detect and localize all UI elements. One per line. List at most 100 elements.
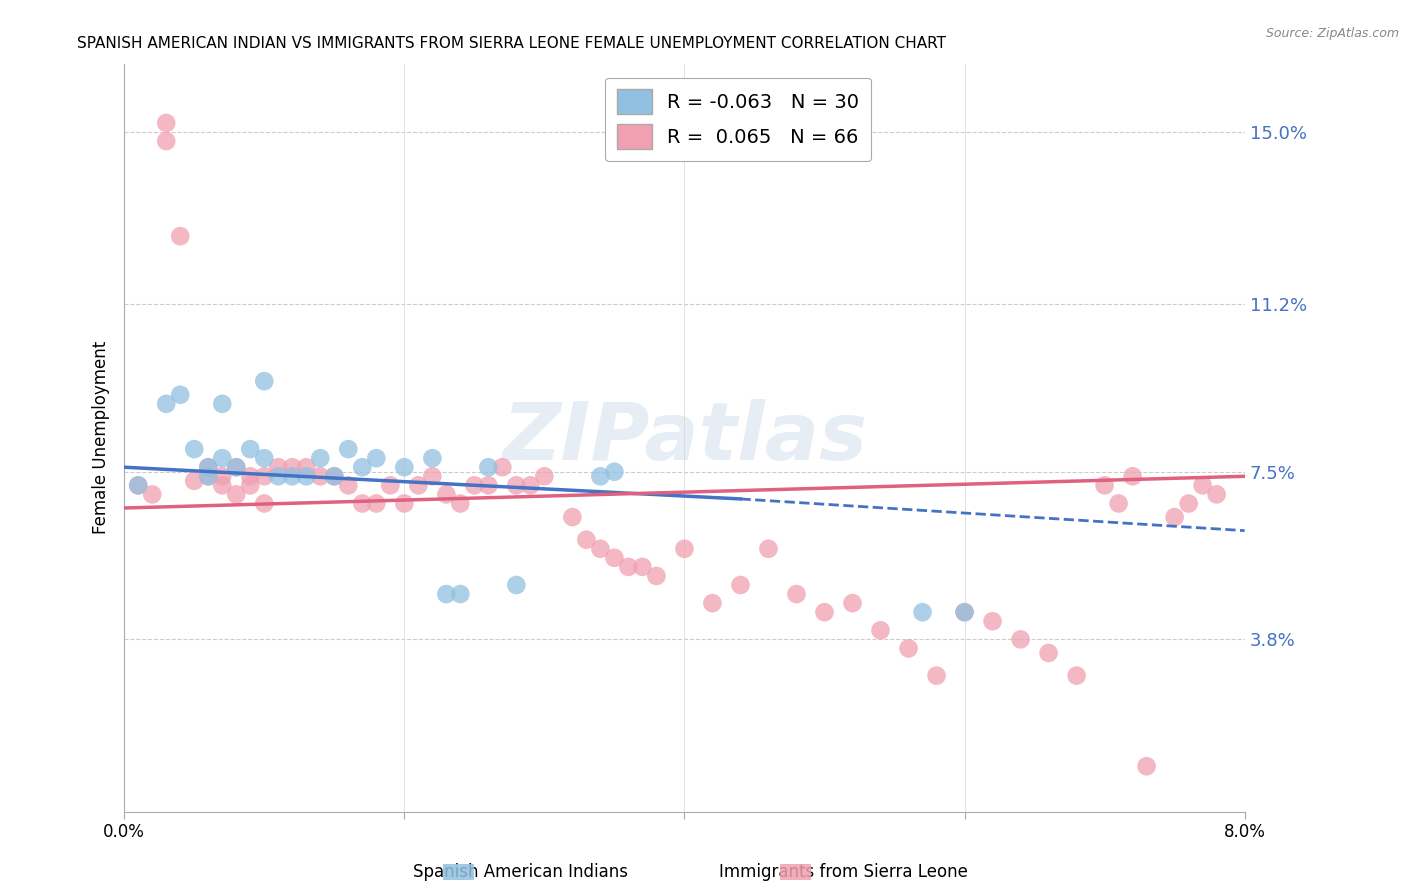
Point [449, 496, 471, 510]
Point [953, 605, 976, 619]
Point [253, 496, 276, 510]
Point [1094, 478, 1116, 492]
Text: Spanish American Indians: Spanish American Indians [413, 863, 627, 881]
Point [519, 478, 541, 492]
Point [477, 460, 499, 475]
Point [1038, 646, 1060, 660]
Point [239, 478, 262, 492]
Point [953, 605, 976, 619]
Point [1122, 469, 1144, 483]
Point [575, 533, 598, 547]
Point [631, 560, 654, 574]
Point [449, 587, 471, 601]
Point [617, 560, 640, 574]
Point [702, 596, 724, 610]
Point [337, 442, 360, 456]
Point [352, 496, 374, 510]
Text: ZIPatlas: ZIPatlas [502, 399, 868, 477]
Point [141, 487, 163, 501]
Point [309, 451, 332, 466]
Point [603, 465, 626, 479]
Point [434, 487, 457, 501]
Point [408, 478, 430, 492]
Point [981, 614, 1004, 628]
Point [211, 478, 233, 492]
Point [295, 469, 318, 483]
Point [197, 469, 219, 483]
Point [561, 510, 583, 524]
Point [267, 460, 290, 475]
Point [155, 134, 177, 148]
Point [911, 605, 934, 619]
Text: Immigrants from Sierra Leone: Immigrants from Sierra Leone [718, 863, 969, 881]
Point [197, 469, 219, 483]
Point [323, 469, 346, 483]
Point [841, 596, 863, 610]
Point [434, 587, 457, 601]
Point [420, 469, 443, 483]
Point [1205, 487, 1227, 501]
Point [813, 605, 835, 619]
Point [758, 541, 780, 556]
Point [169, 388, 191, 402]
Point [505, 578, 527, 592]
Point [253, 469, 276, 483]
Point [155, 116, 177, 130]
Text: SPANISH AMERICAN INDIAN VS IMMIGRANTS FROM SIERRA LEONE FEMALE UNEMPLOYMENT CORR: SPANISH AMERICAN INDIAN VS IMMIGRANTS FR… [77, 36, 946, 51]
Point [869, 624, 891, 638]
Text: Source: ZipAtlas.com: Source: ZipAtlas.com [1265, 27, 1399, 40]
Point [239, 469, 262, 483]
Point [225, 487, 247, 501]
Point [394, 496, 416, 510]
Point [337, 478, 360, 492]
Point [477, 478, 499, 492]
Point [1136, 759, 1159, 773]
Point [589, 541, 612, 556]
Point [505, 478, 527, 492]
Point [309, 469, 332, 483]
Point [366, 451, 388, 466]
Point [1177, 496, 1199, 510]
Point [281, 469, 304, 483]
Point [155, 397, 177, 411]
Point [169, 229, 191, 244]
Point [1191, 478, 1213, 492]
Point [603, 550, 626, 565]
Y-axis label: Female Unemployment: Female Unemployment [93, 341, 110, 534]
Point [225, 460, 247, 475]
Point [463, 478, 485, 492]
Point [925, 668, 948, 682]
Point [1010, 632, 1032, 647]
Point [239, 442, 262, 456]
Point [645, 569, 668, 583]
Point [533, 469, 555, 483]
Point [1066, 668, 1088, 682]
Point [897, 641, 920, 656]
Point [211, 451, 233, 466]
Point [281, 460, 304, 475]
Point [183, 474, 205, 488]
Point [295, 460, 318, 475]
Point [127, 478, 149, 492]
Point [197, 460, 219, 475]
Point [253, 374, 276, 388]
Point [352, 460, 374, 475]
Point [323, 469, 346, 483]
Point [394, 460, 416, 475]
Point [267, 469, 290, 483]
Point [197, 460, 219, 475]
Point [1108, 496, 1130, 510]
Point [183, 442, 205, 456]
Point [420, 451, 443, 466]
Point [589, 469, 612, 483]
Point [673, 541, 696, 556]
Point [785, 587, 807, 601]
Point [730, 578, 752, 592]
Point [211, 469, 233, 483]
Point [1163, 510, 1185, 524]
Point [211, 397, 233, 411]
Point [253, 451, 276, 466]
Point [366, 496, 388, 510]
Point [380, 478, 402, 492]
Point [491, 460, 513, 475]
